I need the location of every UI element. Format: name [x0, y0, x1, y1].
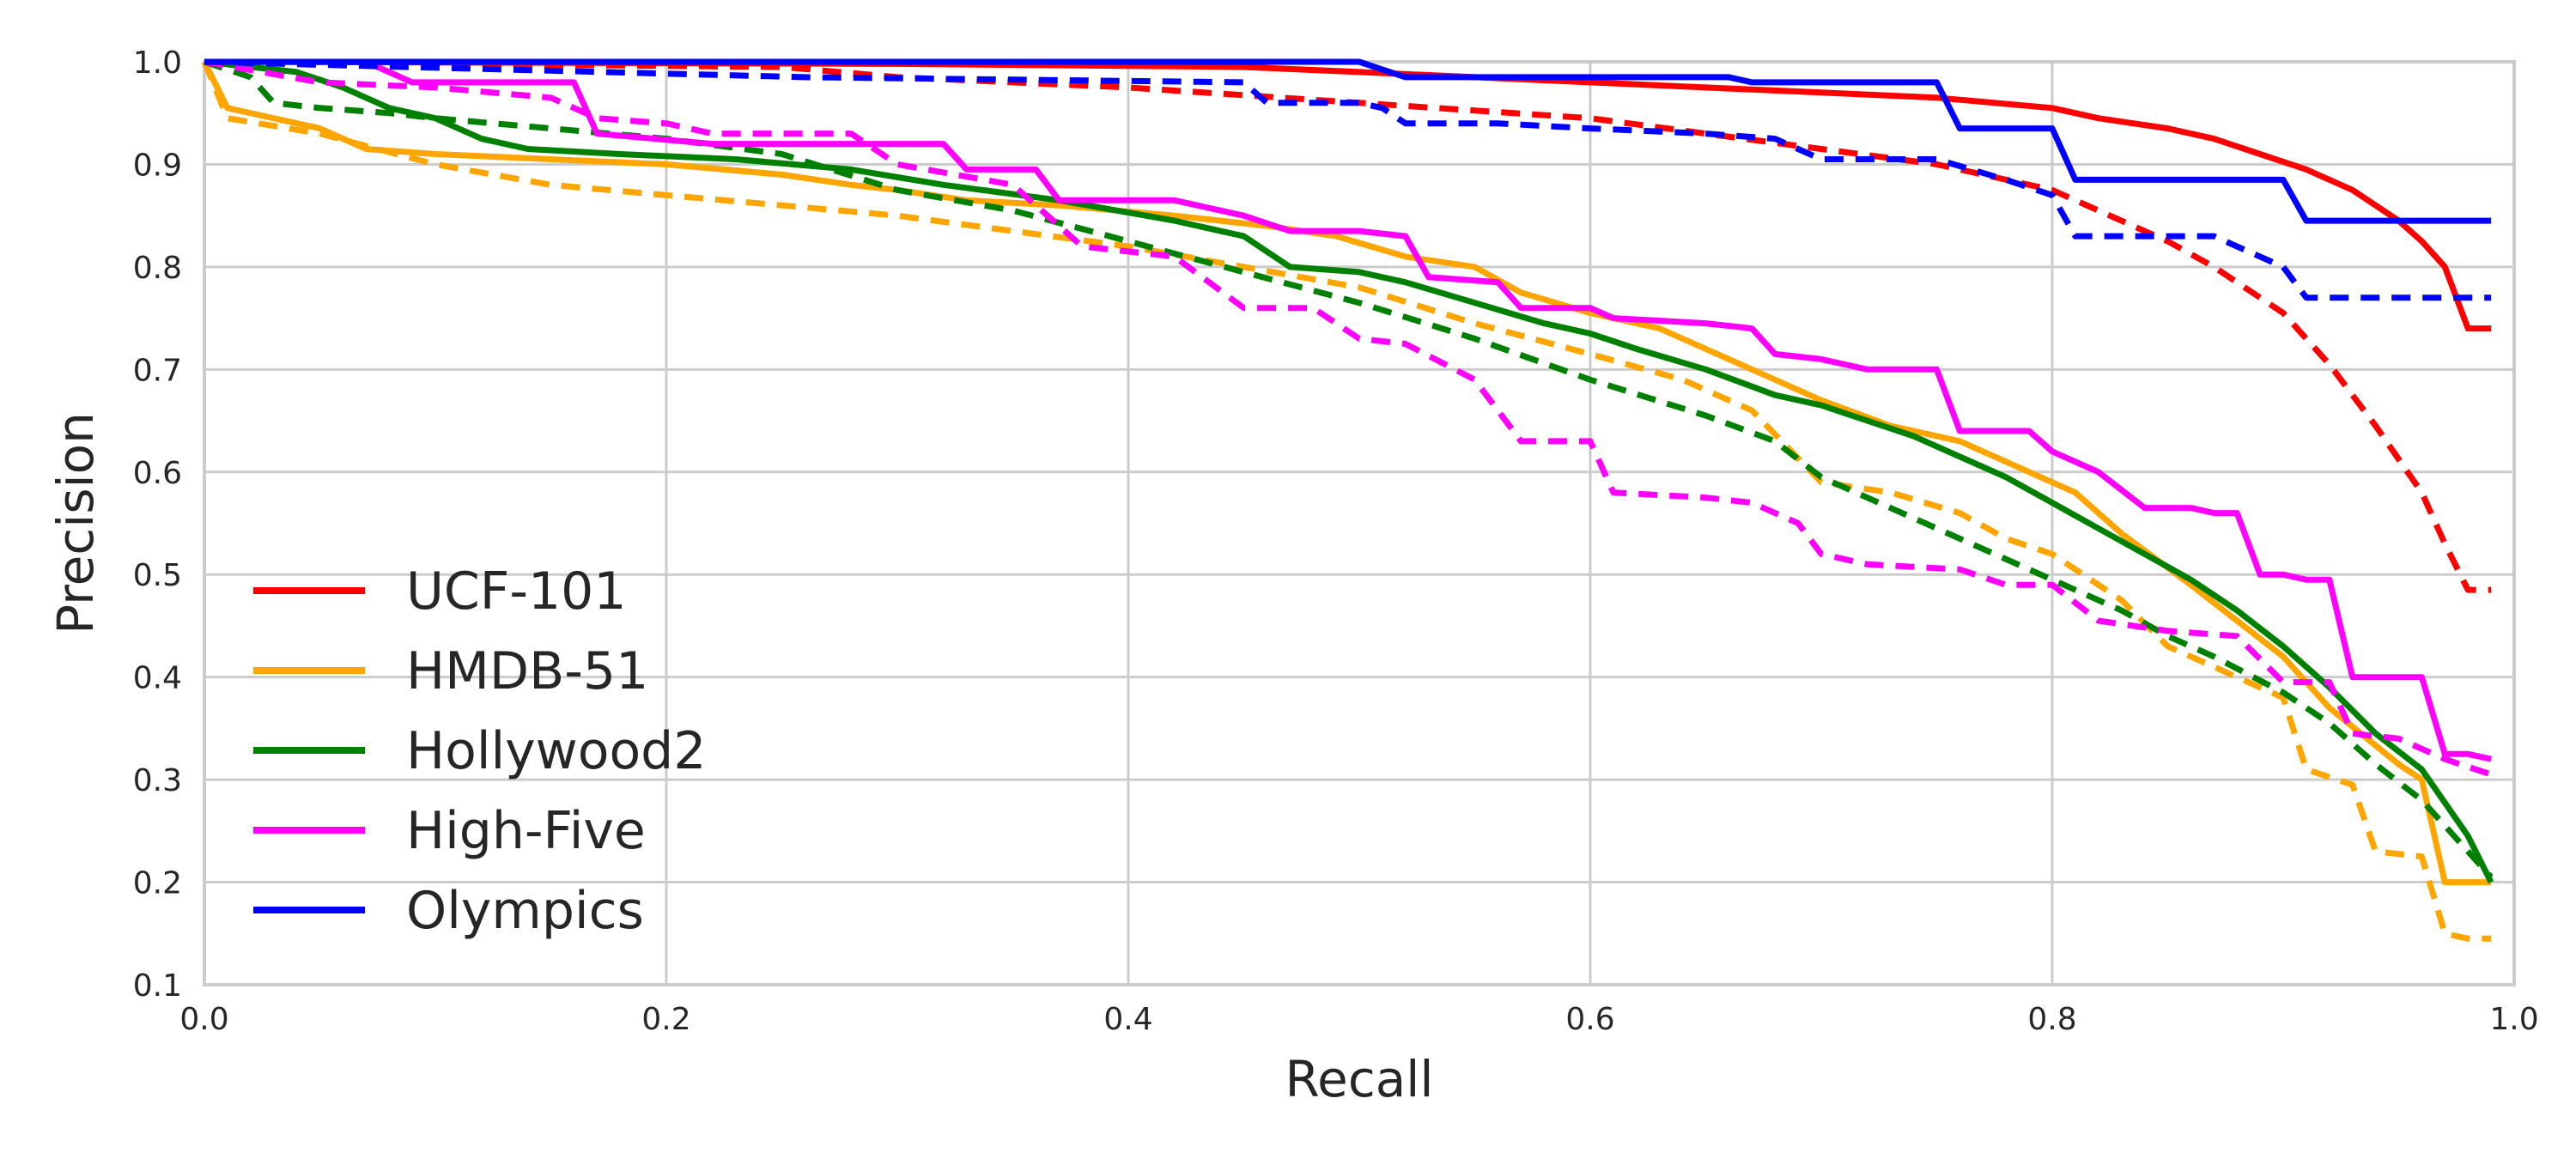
grid-lines [203, 60, 2516, 986]
series-line-8-dashed [204, 58, 2493, 778]
series-layer [201, 58, 2494, 942]
x-axis-ticks: 0.0 0.2 0.4 0.6 0.8 1.0 [179, 1002, 2538, 1037]
series-line-7-solid [204, 58, 2492, 762]
x-tick-label: 0.8 [2027, 1002, 2076, 1037]
legend-label: Olympics [406, 881, 644, 941]
y-tick-label: 0.8 [133, 251, 182, 286]
y-tick-label: 0.6 [133, 456, 182, 491]
series-line-6-dashed [203, 58, 2494, 879]
y-tick-label: 0.4 [133, 661, 182, 696]
y-tick-label: 0.3 [133, 763, 182, 798]
y-tick-label: 0.2 [133, 866, 182, 901]
y-tick-label: 1.0 [133, 46, 182, 81]
y-tick-label: 0.5 [133, 558, 182, 593]
x-tick-label: 0.4 [1103, 1002, 1152, 1037]
series-line-10-dashed [204, 58, 2492, 301]
y-tick-label: 0.9 [133, 148, 182, 183]
legend: UCF-101 HMDB-51 Hollywood2 High-Five Olympic… [253, 561, 706, 941]
series-line-9-solid [204, 58, 2492, 224]
y-axis-ticks: 0.1 0.2 0.3 0.4 0.5 0.6 0.7 0.8 0.9 1.0 [133, 46, 182, 1004]
y-tick-label: 0.7 [133, 353, 182, 388]
y-axis-label: Precision [46, 412, 105, 634]
x-axis-label: Recall [1285, 1050, 1433, 1108]
legend-label: Hollywood2 [406, 721, 706, 781]
legend-label: HMDB-51 [406, 641, 648, 701]
x-tick-label: 0.0 [179, 1002, 228, 1037]
series-line-5-solid [204, 58, 2494, 884]
legend-label: UCF-101 [406, 561, 627, 622]
series-line-4-dashed [201, 60, 2492, 942]
series-line-3-solid [201, 60, 2492, 886]
y-tick-label: 0.1 [133, 968, 182, 1004]
legend-label: High-Five [406, 801, 646, 861]
x-tick-label: 1.0 [2489, 1002, 2538, 1037]
x-tick-label: 0.2 [641, 1002, 690, 1037]
x-tick-label: 0.6 [1565, 1002, 1614, 1037]
